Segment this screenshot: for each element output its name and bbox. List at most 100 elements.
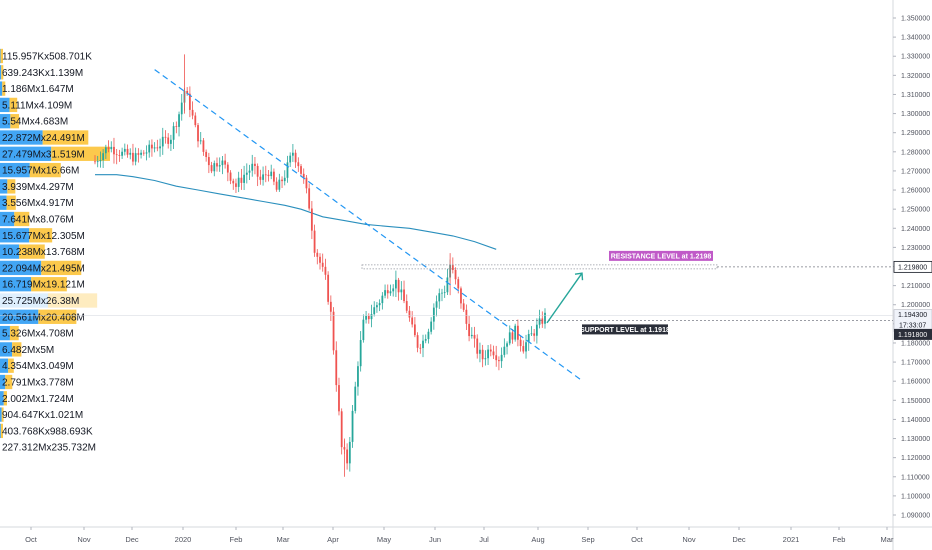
candle-body: [386, 290, 389, 294]
candle-body: [245, 172, 248, 175]
candle: [411, 311, 414, 328]
candle: [397, 277, 400, 301]
x-tick-label: Oct: [631, 535, 644, 544]
candle-body: [332, 311, 335, 351]
candle-body: [400, 289, 403, 293]
candle-body: [527, 333, 530, 343]
candle-body: [164, 136, 167, 138]
candle: [522, 340, 525, 354]
vp-row-label: 22.872Mx24.491M: [2, 133, 85, 144]
candle: [357, 361, 359, 396]
vp-row-label: 2.002Mx1.724M: [2, 394, 74, 405]
candle: [310, 201, 313, 240]
projection-arrow-line: [546, 272, 583, 324]
candle-body: [411, 317, 414, 325]
y-tick-label: 1.150000: [901, 398, 930, 405]
candle-body: [525, 342, 527, 352]
candle-body: [291, 152, 294, 156]
candle-body: [489, 349, 492, 352]
candle-body: [346, 449, 349, 464]
vp-row-label: 403.768Kx988.693K: [2, 426, 93, 437]
candle-body: [300, 166, 302, 174]
vp-sell-bar: [3, 391, 7, 406]
candle: [142, 150, 145, 156]
candle: [145, 145, 148, 161]
candle: [527, 329, 530, 351]
vp-buy-bar: [0, 162, 30, 178]
candle-body: [159, 146, 161, 149]
candle-body: [324, 266, 327, 275]
price-tag-current-text: 1.194300: [898, 312, 927, 319]
candle: [264, 165, 267, 183]
resistance-label-box: [609, 250, 713, 261]
candle: [137, 148, 140, 163]
candle: [205, 149, 208, 162]
candle-body: [376, 305, 378, 308]
candle: [468, 315, 470, 342]
candle-body: [335, 350, 338, 386]
price-tag-support: [894, 328, 932, 340]
candle-body: [416, 335, 419, 348]
candle-body: [137, 153, 140, 155]
candle-body: [435, 301, 438, 308]
vp-sell-bar: [29, 162, 61, 178]
candle-body: [281, 179, 283, 182]
candle: [506, 341, 508, 355]
candle: [175, 121, 178, 134]
candle-body: [367, 315, 370, 320]
candle: [218, 157, 221, 172]
x-tick-label: Aug: [531, 535, 544, 544]
candle: [367, 313, 370, 324]
candle-body: [254, 163, 256, 166]
candle: [313, 224, 316, 257]
candle: [237, 171, 240, 193]
resistance-label: RESISTANCE LEVEL at 1.2198: [611, 253, 712, 260]
vp-sell-bar: [14, 211, 30, 227]
y-tick-label: 1.330000: [901, 54, 930, 61]
vp-buy-bar: [0, 391, 4, 406]
candle-body: [151, 144, 153, 149]
candle-body: [283, 177, 286, 182]
vp-buy-bar: [0, 407, 2, 422]
candle-body: [305, 177, 308, 189]
candle-body: [235, 183, 237, 187]
y-tick-label: 1.210000: [901, 283, 930, 290]
vp-buy-bar: [0, 97, 10, 113]
candle: [435, 295, 438, 317]
candle-body: [413, 324, 416, 336]
candle: [254, 157, 256, 175]
vp-row-label: 15.957Mx16.66M: [2, 166, 79, 177]
vp-sell-bar: [42, 130, 89, 145]
x-tick-label: Dec: [732, 535, 746, 544]
candle: [327, 271, 330, 305]
candle: [305, 174, 308, 194]
candle: [126, 144, 129, 158]
vp-buy-bar: [0, 325, 10, 341]
candle-body: [373, 307, 376, 315]
vp-buy-bar: [0, 114, 11, 129]
vp-buy-bar: [0, 195, 7, 210]
candle: [235, 178, 237, 193]
candle-body: [126, 148, 129, 155]
candle: [259, 169, 262, 185]
candle: [430, 317, 433, 335]
candle-body: [384, 290, 386, 296]
vp-row-label: 10.238Mx13.768M: [2, 247, 85, 258]
candle-body: [140, 152, 142, 155]
candle: [164, 130, 167, 144]
candle-body: [170, 139, 172, 144]
vp-row-label: 1.186Mx1.647M: [2, 84, 74, 95]
candle: [427, 328, 430, 344]
candle: [170, 134, 172, 152]
x-tick-label: Nov: [77, 535, 91, 544]
candle-body: [294, 152, 297, 163]
candle: [392, 284, 395, 297]
candle: [403, 280, 405, 304]
candle-body: [354, 386, 357, 411]
y-tick-label: 1.170000: [901, 360, 930, 367]
candle-body: [115, 154, 118, 156]
candle-body: [519, 339, 522, 347]
x-tick-label: Jul: [479, 535, 489, 544]
candle: [151, 139, 153, 157]
